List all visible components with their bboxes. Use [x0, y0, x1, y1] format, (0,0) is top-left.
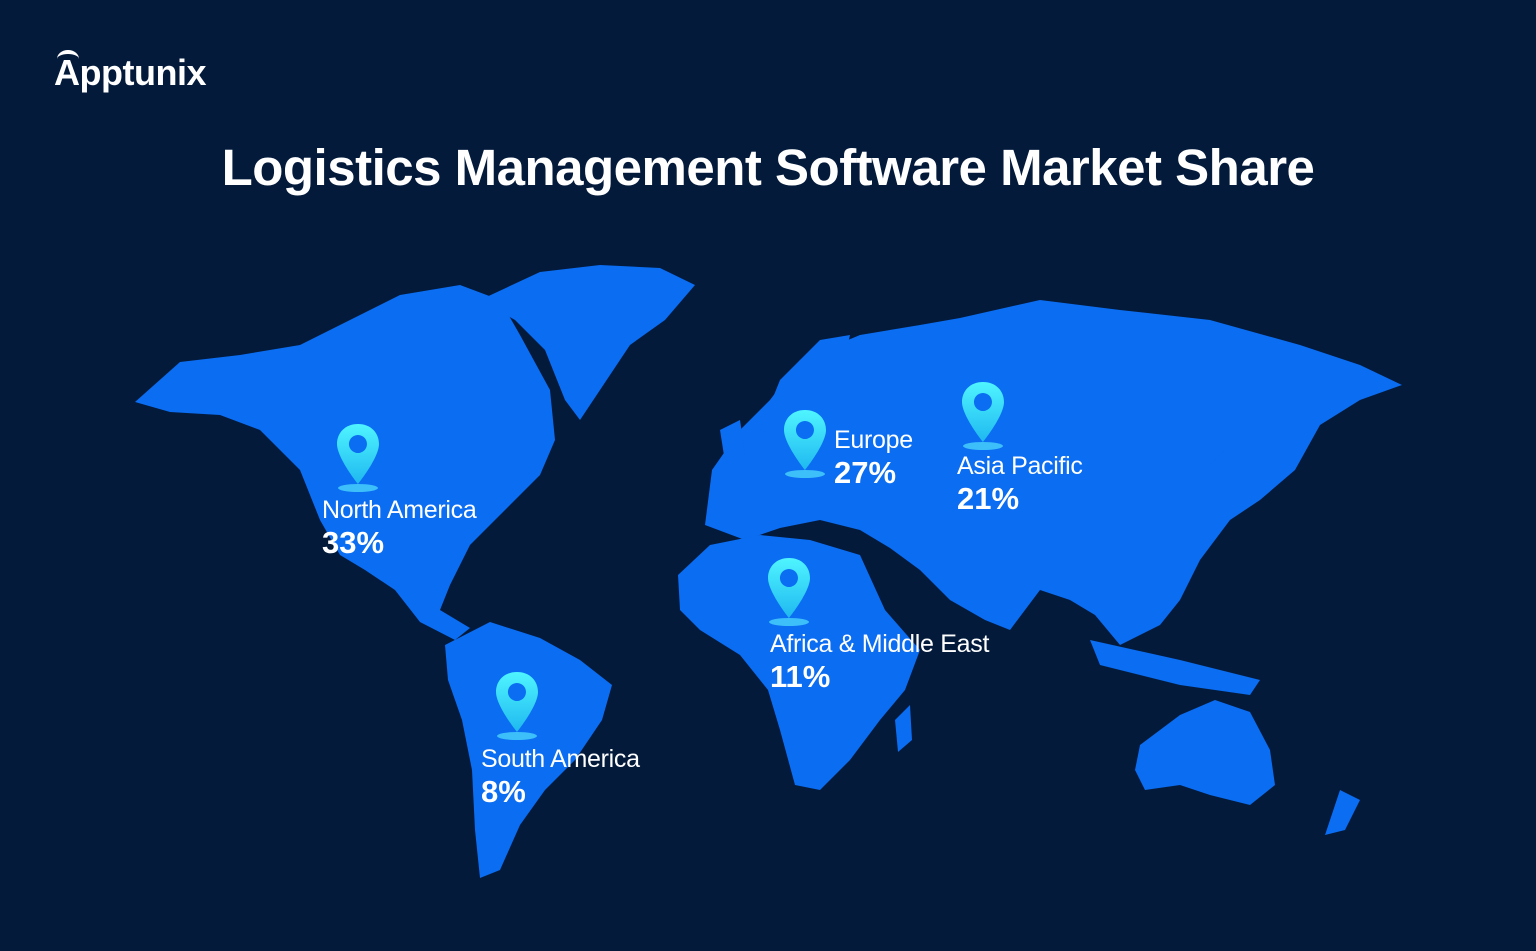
region-value: 33% [322, 525, 385, 560]
region-name: South America [481, 745, 640, 773]
map-pin-icon [962, 382, 1004, 450]
region-name: North America [322, 496, 477, 524]
continent-south-america [445, 622, 612, 878]
region-value: 8% [481, 774, 526, 809]
logo-arc-icon [57, 50, 79, 68]
map-pin-icon [768, 558, 810, 626]
continent-uk [720, 420, 745, 462]
continent-australia [1135, 700, 1275, 805]
region-name: Europe [834, 426, 913, 454]
region-name: Asia Pacific [957, 452, 1083, 480]
continent-greenland [480, 265, 695, 420]
region-value: 21% [957, 481, 1020, 516]
map-pin-icon [496, 672, 538, 740]
map-pin-icon [784, 410, 826, 478]
continent-africa [678, 535, 920, 790]
map-pin-icon [337, 424, 379, 492]
region-value: 27% [834, 455, 897, 490]
continent-madagascar [895, 705, 912, 752]
continent-new-zealand [1325, 790, 1360, 835]
continent-eurasia [705, 300, 1402, 645]
continent-indonesia [1090, 640, 1260, 695]
region-value: 11% [770, 659, 831, 694]
continent-japan [1200, 450, 1235, 520]
region-name: Africa & Middle East [770, 630, 990, 658]
logo-text: Apptunix [54, 52, 206, 93]
continent-scandinavia [760, 335, 850, 440]
page-title: Logistics Management Software Market Sha… [221, 139, 1315, 196]
